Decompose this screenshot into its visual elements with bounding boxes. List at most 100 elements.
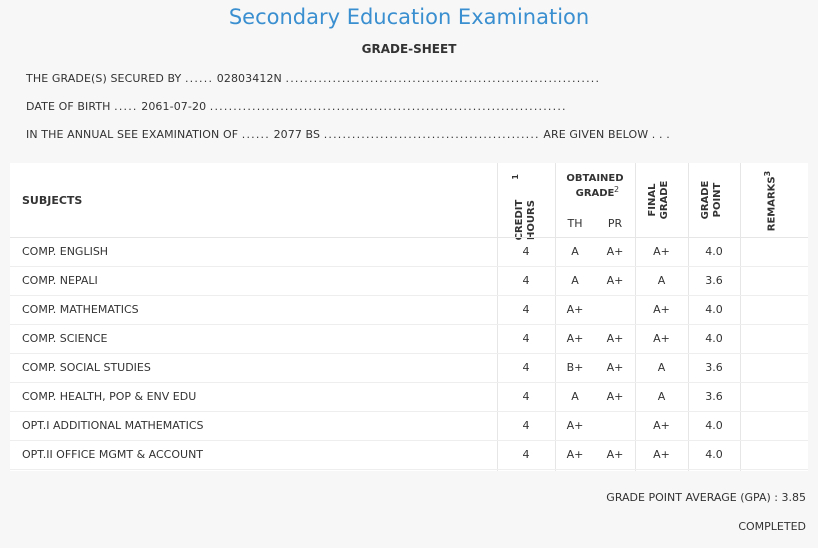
exam-suffix: ARE GIVEN BELOW . . .: [543, 128, 670, 141]
row-divider: [10, 411, 808, 412]
cell-subject: OPT.II OFFICE MGMT & ACCOUNT: [22, 448, 204, 461]
cell-grade-point: 3.6: [705, 390, 723, 403]
gpa-label: GRADE POINT AVERAGE (GPA) :: [606, 491, 778, 504]
header-final-label: FINAL GRADE: [647, 180, 670, 220]
cell-pr: [595, 295, 635, 324]
row-divider: [10, 237, 808, 238]
dots: .....: [114, 100, 138, 113]
header-grade-point-label: GRADE POINT: [700, 180, 723, 220]
cell-subject: COMP. HEALTH, POP & ENV EDU: [22, 390, 197, 403]
secured-by-line: THE GRADE(S) SECURED BY ...... 02803412N…: [26, 72, 600, 85]
column-divider: [555, 163, 556, 471]
header-credit-hours: CREDIT HOURS 1: [511, 166, 538, 246]
cell-subject: COMP. SOCIAL STUDIES: [22, 361, 151, 374]
cell-credit: 4: [522, 390, 530, 403]
row-divider: [10, 266, 808, 267]
cell-credit: 4: [522, 361, 530, 374]
column-divider: [497, 163, 498, 471]
gpa-value: 3.85: [781, 491, 807, 504]
header-remarks-label: REMARKS: [766, 176, 778, 232]
column-divider: [688, 163, 689, 471]
cell-subject: COMP. SCIENCE: [22, 332, 108, 345]
row-divider: [10, 469, 808, 470]
cell-credit: 4: [522, 419, 530, 432]
dob-label: DATE OF BIRTH: [26, 100, 111, 113]
cell-th: A: [571, 274, 579, 287]
cell-grade-point: 3.6: [705, 361, 723, 374]
dots: ........................................…: [209, 100, 567, 113]
header-final-grade: FINAL GRADE: [647, 175, 675, 225]
header-remarks-sup: 3: [763, 170, 772, 177]
cell-remarks: [740, 382, 808, 411]
cell-credit: 4: [522, 303, 530, 316]
cell-th: A+: [566, 419, 584, 432]
header-obtained-sup: 2: [614, 185, 620, 194]
cell-remarks: [740, 295, 808, 324]
column-divider: [635, 163, 636, 471]
cell-remarks: [740, 440, 808, 469]
page-title: Secondary Education Examination: [228, 5, 590, 29]
cell-th: A: [571, 390, 579, 403]
cell-grade-point: 4.0: [705, 332, 723, 345]
cell-remarks: [740, 411, 808, 440]
header-th: TH: [567, 216, 583, 230]
cell-credit: 4: [522, 245, 530, 258]
cell-remarks: [740, 266, 808, 295]
cell-credit: 4: [522, 448, 530, 461]
cell-pr: [595, 411, 635, 440]
cell-final-grade: A+: [653, 419, 670, 432]
grade-sheet-heading: GRADE-SHEET: [361, 42, 457, 56]
cell-credit: 4: [522, 332, 530, 345]
cell-pr: A+: [606, 361, 624, 374]
header-obtained-label: OBTAINED GRADE: [566, 173, 624, 199]
cell-th: A+: [566, 332, 584, 345]
cell-th: A+: [566, 303, 584, 316]
cell-grade-point: 4.0: [705, 448, 723, 461]
cell-subject: COMP. ENGLISH: [22, 245, 109, 258]
cell-final-grade: A+: [653, 332, 670, 345]
cell-final-grade: A: [657, 361, 666, 374]
dots: ........................................…: [285, 72, 601, 85]
header-subjects: SUBJECTS: [22, 193, 83, 207]
grade-table: SUBJECTS CREDIT HOURS 1 OBTAINED GRADE 2…: [10, 163, 808, 471]
row-divider: [10, 295, 808, 296]
cell-pr: A+: [606, 332, 624, 345]
date-of-birth-line: DATE OF BIRTH ..... 2061-07-20 .........…: [26, 100, 567, 113]
cell-subject: COMP. MATHEMATICS: [22, 303, 139, 316]
cell-grade-point: 4.0: [705, 419, 723, 432]
row-divider: [10, 440, 808, 441]
row-divider: [10, 324, 808, 325]
row-divider: [10, 353, 808, 354]
column-divider: [740, 163, 741, 471]
header-credit-sup: 1: [511, 174, 520, 180]
exam-label: IN THE ANNUAL SEE EXAMINATION OF: [26, 128, 239, 141]
cell-remarks: [740, 353, 808, 382]
cell-subject: OPT.I ADDITIONAL MATHEMATICS: [22, 419, 204, 432]
dots: ......: [241, 128, 270, 141]
cell-final-grade: A: [657, 274, 666, 287]
cell-subject: COMP. NEPALI: [22, 274, 98, 287]
cell-remarks: [740, 237, 808, 266]
dob-value: 2061-07-20: [141, 100, 207, 113]
cell-final-grade: A+: [653, 448, 670, 461]
result-status: COMPLETED: [738, 520, 806, 533]
header-pr: PR: [607, 216, 623, 230]
cell-final-grade: A+: [653, 303, 670, 316]
header-obtained-grade: OBTAINED GRADE: [555, 169, 635, 203]
exam-line: IN THE ANNUAL SEE EXAMINATION OF ...... …: [26, 128, 670, 141]
cell-final-grade: A+: [653, 245, 670, 258]
dots: ........................................…: [323, 128, 540, 141]
cell-grade-point: 4.0: [705, 245, 723, 258]
cell-pr: A+: [606, 274, 624, 287]
cell-pr: A+: [606, 448, 624, 461]
gpa-summary: GRADE POINT AVERAGE (GPA) : 3.85: [606, 491, 806, 504]
symbol-number: 02803412N: [216, 72, 282, 85]
cell-grade-point: 4.0: [705, 303, 723, 316]
cell-th: A: [571, 245, 579, 258]
secured-by-label: THE GRADE(S) SECURED BY: [26, 72, 182, 85]
header-remarks: REMARKS3: [762, 166, 778, 236]
cell-th: B+: [566, 361, 584, 374]
cell-pr: A+: [606, 390, 624, 403]
cell-pr: A+: [606, 245, 624, 258]
dots: ......: [184, 72, 214, 85]
